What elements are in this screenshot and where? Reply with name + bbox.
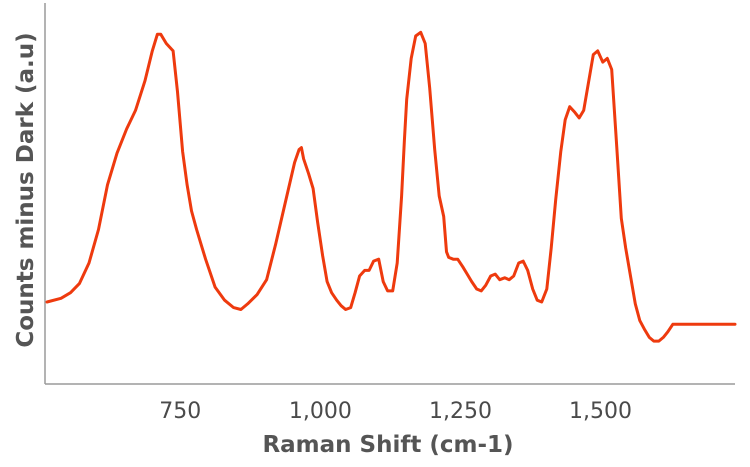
x-tick-label: 1,500 [569,399,632,424]
x-axis-title: Raman Shift (cm-1) [262,432,513,458]
x-tick-label: 1,250 [429,399,492,424]
y-axis-title: Counts minus Dark (a.u) [13,32,39,347]
series-line-raman [45,30,737,343]
x-ticks: 750 1,000 1,250 1,500 [159,399,632,424]
axes [44,3,735,385]
x-tick-label: 750 [159,399,201,424]
x-tick-label: 1,000 [289,399,352,424]
